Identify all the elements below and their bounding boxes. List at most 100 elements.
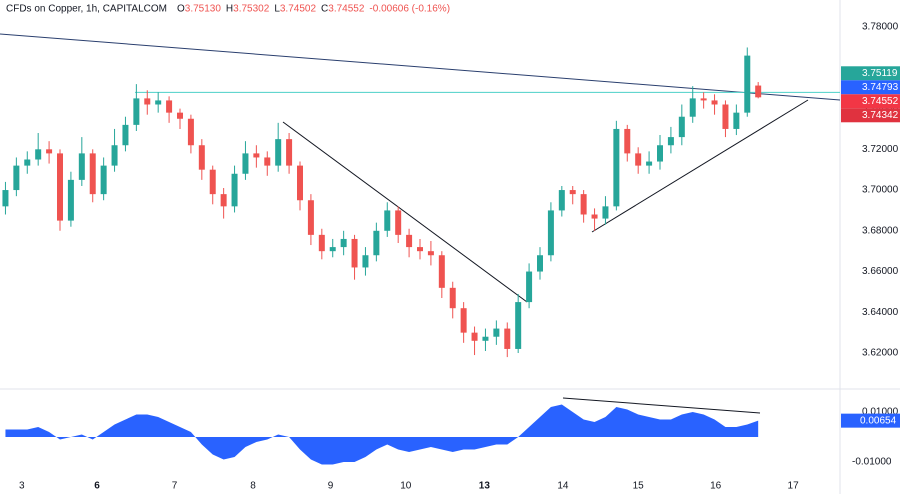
candle-body (646, 161, 653, 166)
candle-body (373, 230, 380, 256)
x-tick-label: 3 (19, 481, 25, 492)
price-label: 3.74552 (862, 96, 899, 107)
x-tick-label: 9 (328, 481, 334, 492)
y-tick-label: 3.62000 (862, 348, 899, 359)
trend-line (0, 33, 841, 101)
ohlc-key: C (321, 4, 328, 15)
trend-line (591, 99, 809, 233)
candle-body (67, 179, 74, 221)
x-tick-label: 14 (557, 481, 569, 492)
ohlc-value: 3.74552 (328, 4, 365, 15)
x-tick-label: 8 (250, 481, 256, 492)
candle-body (602, 206, 609, 219)
candle-body (580, 194, 587, 215)
candle-body (253, 153, 260, 158)
candle-body (329, 247, 336, 252)
candle-body (547, 210, 554, 256)
candle-body (286, 139, 293, 166)
candle-body (613, 128, 620, 207)
candle-body (569, 190, 576, 195)
candle-body (471, 332, 478, 341)
candle-body (515, 302, 522, 349)
candle-body (591, 214, 598, 219)
candle-body (755, 85, 762, 98)
candle-body (220, 194, 227, 207)
y-tick-label: 3.64000 (862, 307, 899, 318)
candle-body (438, 255, 445, 288)
y-tick-label: 0.01000 (862, 407, 899, 418)
candle-body (427, 251, 434, 256)
y-tick-label: -0.01000 (852, 457, 892, 468)
candle-body (624, 128, 631, 154)
candle-body (384, 210, 391, 231)
candle-body (417, 247, 423, 252)
candle-body (340, 238, 347, 248)
candle-body (744, 55, 751, 113)
candle-body (13, 165, 20, 191)
candle-body (166, 100, 173, 113)
chart-title: CFDs on Copper, 1h, CAPITALCOM (6, 4, 167, 15)
candle-body (493, 328, 500, 337)
candle-body (558, 190, 565, 211)
current-value-label: 0.00654 (860, 415, 897, 426)
y-tick-label: 3.66000 (862, 266, 899, 277)
x-tick-label: 6 (94, 481, 100, 492)
candle-body (504, 328, 511, 349)
x-tick-label: 16 (710, 481, 722, 492)
candle-body (449, 287, 456, 309)
x-tick-label: 15 (633, 481, 645, 492)
x-tick-label: 17 (788, 481, 800, 492)
candle-body (482, 336, 489, 341)
candle-body (264, 157, 271, 166)
trend-line (282, 121, 528, 303)
candle-body (209, 169, 216, 195)
candle-body (57, 153, 63, 221)
x-tick-label: 7 (172, 481, 178, 492)
candle-body (362, 255, 369, 268)
ohlc-key: L (274, 4, 280, 15)
price-label-box (841, 80, 900, 95)
candle-body (231, 173, 238, 207)
candle-body (242, 153, 249, 174)
candle-body (177, 112, 183, 119)
ohlc-key: O (177, 4, 185, 15)
candle-body (711, 100, 718, 105)
candle-body (689, 98, 696, 117)
candle-body (187, 118, 194, 146)
candle-body (89, 153, 96, 195)
y-tick-label: 3.70000 (862, 185, 899, 196)
candle-body (35, 149, 42, 160)
ohlc-key: H (226, 4, 233, 15)
candle-body (318, 234, 325, 252)
candle-body (667, 137, 674, 146)
oscillator-area (5, 404, 759, 465)
candle-body (657, 145, 663, 162)
ohlc-value: 3.75130 (185, 4, 222, 15)
candle-body (635, 153, 642, 166)
trend-line (562, 397, 761, 414)
candle-body (122, 124, 129, 146)
x-tick-label: 13 (479, 481, 491, 492)
candle-body (460, 308, 467, 333)
candle-body (700, 98, 707, 101)
candle-body (144, 98, 151, 105)
candle-body (395, 210, 402, 235)
candle-body (100, 165, 107, 195)
candle-body (537, 255, 543, 272)
candle-body (526, 271, 533, 303)
change-value: -0.00606 (-0.16%) (369, 4, 450, 15)
candle-body (722, 104, 729, 129)
candle-body (46, 149, 53, 154)
price-label-box (841, 108, 900, 123)
price-label: 3.74342 (862, 110, 899, 121)
candle-body (133, 98, 140, 125)
candle-body (198, 145, 205, 170)
price-label-box (841, 94, 900, 109)
candle-body (351, 238, 358, 268)
candle-body (275, 139, 282, 166)
x-tick-label: 10 (400, 481, 412, 492)
ohlc-value: 3.74502 (280, 4, 317, 15)
candle-body (678, 116, 685, 138)
ohlc-value: 3.75302 (233, 4, 270, 15)
